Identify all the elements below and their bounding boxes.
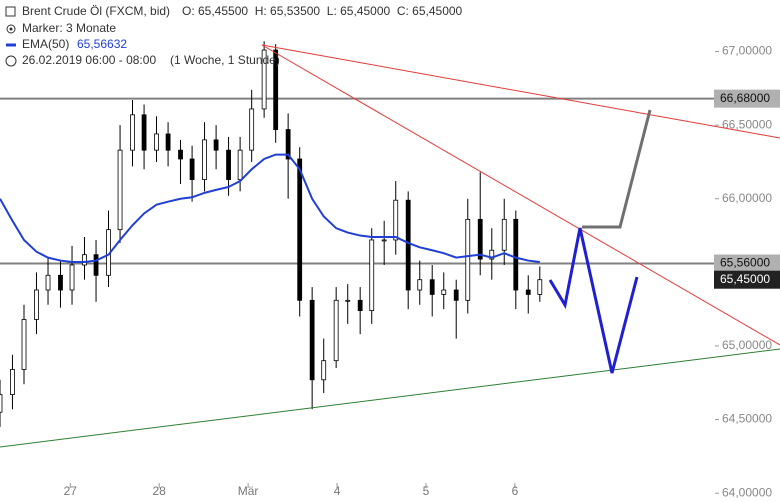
candle-body [178,149,183,160]
candle-body [45,274,51,291]
candle-body [333,299,339,362]
candle-body [429,279,435,295]
scenario-path [548,227,639,374]
candle-body [58,274,63,291]
candle-body [357,299,363,312]
ema-line [0,153,540,264]
candle-body [93,254,99,276]
candle-body [513,218,519,291]
candle-body [525,289,531,295]
period: 26.02.2019 06:00 - 08:00 [22,53,156,67]
candle-body [273,49,279,130]
candle-body [226,149,231,181]
x-tick-label: 6 [512,484,519,498]
y-tick-label: 66,50000 [722,117,772,131]
x-tick-label: Mär [238,484,259,498]
last-price-label: 65,45000 [720,272,770,286]
candle-body [441,289,447,295]
candle-body [309,299,315,381]
level-box [714,89,780,108]
marker: Marker: 3 Monate [22,21,116,35]
candle-body [393,199,399,241]
candle-body [417,279,423,291]
icon [9,27,13,31]
level-box [714,254,780,273]
level-label: 66,68000 [720,91,770,105]
candle-body [117,149,123,231]
candle-body [477,218,483,260]
header: Brent Crude Öl (FXCM, bid) O: 65,45500 H… [5,4,463,67]
trend-line [261,44,780,346]
candle-body [237,149,243,181]
icon [6,24,16,34]
quote: O: 65,45500 H: 65,53500 L: 65,45000 C: 6… [182,4,463,18]
candle-body [321,360,327,381]
legend-value: 65,56632 [77,37,127,51]
icon [5,6,16,17]
y-tick-label: 64,50000 [722,412,772,426]
candle-body [465,218,471,301]
x-tick-label: 27 [64,484,78,498]
y-tick-label: 64,00000 [722,485,772,499]
candle-body [34,289,39,320]
candle-body [213,139,219,151]
y-tick-label: 67,00000 [722,44,772,58]
last-price-box [714,270,780,289]
plot: 67,00000 66,50000 66,00000 65,00000 64,50000… [0,41,780,499]
candle-body [141,114,147,151]
candle-body [249,108,255,151]
title: Brent Crude Öl (FXCM, bid) [22,4,170,18]
x-tick-label: 4 [334,484,341,498]
candle-body [0,394,3,413]
y-tick-label: 65,00000 [722,338,772,352]
candle-body [489,249,495,260]
candle-body [297,158,303,301]
candle-body [345,299,351,302]
candle-body [453,289,459,301]
scenario-path [582,109,652,229]
candle-body [202,139,207,181]
candle-body [189,158,195,181]
candle-body [261,49,267,110]
x-tick-label: 28 [153,484,167,498]
candle-body [21,319,27,370]
candle-body [537,279,543,295]
candle-body [130,114,135,151]
icon [5,55,17,67]
candle-body [154,133,159,151]
candle-body [501,218,507,251]
y-tick-label: 66,00000 [722,191,772,205]
candle-body [405,199,411,291]
candle-body [381,239,387,242]
candle-body [285,129,291,160]
x-tick-label: 5 [423,484,430,498]
period-note: (1 Woche, 1 Stunde) [170,53,280,67]
resistance-line [261,44,780,139]
level-label: 65,56000 [720,256,770,270]
candle-body [165,133,171,151]
candle-body [69,264,75,291]
legend-label: EMA(50) [22,37,69,51]
support-line [0,348,780,448]
candle-body [82,254,87,266]
candle-body [10,369,15,395]
candle-body [369,239,375,312]
